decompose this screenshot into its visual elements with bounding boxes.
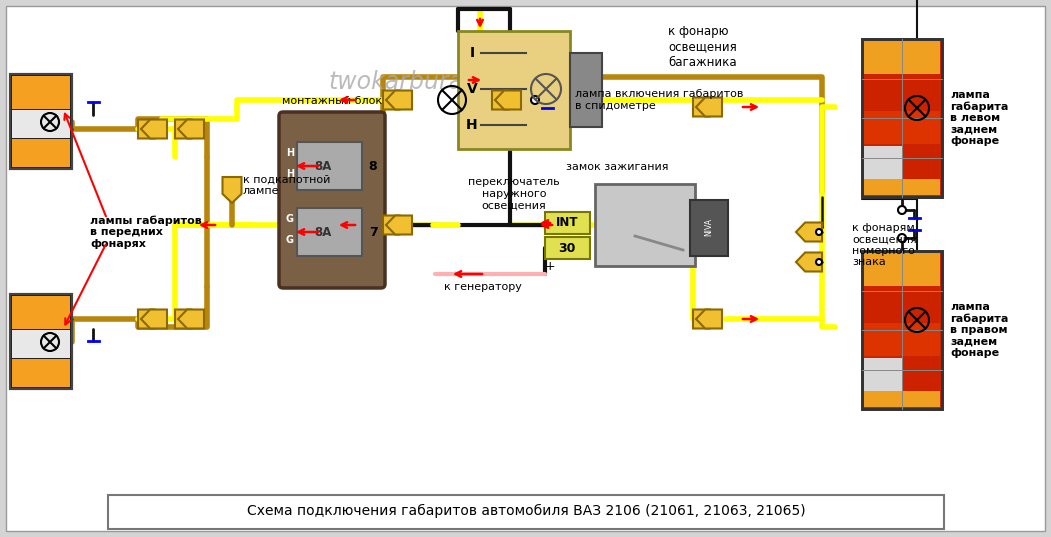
Polygon shape [386, 91, 412, 110]
Polygon shape [223, 177, 242, 203]
Text: V: V [467, 82, 477, 96]
Text: H: H [286, 169, 294, 179]
Text: замок зажигания: замок зажигания [565, 162, 668, 172]
Bar [297, 142, 362, 190]
Text: к генератору: к генератору [445, 282, 522, 292]
Polygon shape [176, 120, 201, 139]
Polygon shape [178, 120, 204, 139]
Text: 7: 7 [369, 226, 377, 238]
Text: H: H [286, 148, 294, 158]
Bar [11, 74, 73, 169]
Polygon shape [141, 120, 167, 139]
Circle shape [531, 96, 539, 104]
Polygon shape [141, 309, 167, 329]
Bar [864, 323, 940, 356]
Bar [864, 253, 940, 286]
Polygon shape [386, 215, 412, 235]
Text: к подкапотной
лампе: к подкапотной лампе [243, 174, 330, 196]
Circle shape [898, 234, 906, 242]
Bar [864, 288, 940, 321]
Bar [862, 39, 942, 197]
Bar [864, 358, 902, 391]
Polygon shape [693, 98, 719, 117]
Text: переключатель
наружного
освещения: переключатель наружного освещения [468, 177, 560, 210]
Bar [691, 200, 728, 256]
Bar [864, 179, 940, 195]
Bar [12, 76, 70, 109]
Text: лампа
габарита
в правом
заднем
фонаре: лампа габарита в правом заднем фонаре [950, 301, 1008, 359]
Bar [864, 76, 940, 109]
FancyBboxPatch shape [279, 112, 385, 288]
Circle shape [898, 206, 906, 214]
Bar [11, 74, 73, 169]
Circle shape [816, 259, 822, 265]
Polygon shape [138, 120, 164, 139]
Text: NIVA: NIVA [704, 218, 714, 236]
Bar [864, 146, 902, 179]
Text: 30: 30 [558, 242, 576, 255]
Bar [11, 294, 73, 389]
Text: 8A: 8A [314, 226, 332, 238]
Bar [12, 139, 70, 167]
Bar [12, 110, 70, 138]
Bar [862, 251, 942, 409]
Bar [458, 31, 570, 149]
Polygon shape [383, 91, 409, 110]
Bar [545, 237, 590, 259]
Polygon shape [492, 91, 518, 110]
Bar [862, 39, 942, 197]
Text: G: G [286, 235, 294, 245]
Text: I: I [470, 46, 475, 60]
Bar [595, 184, 695, 266]
Bar [570, 53, 602, 127]
Circle shape [816, 229, 822, 235]
Bar [862, 251, 942, 409]
Bar [11, 294, 73, 389]
Text: лампы габаритов
в передних
фонарях: лампы габаритов в передних фонарях [90, 215, 202, 249]
Text: к фонарям
освещения
номерного
знака: к фонарям освещения номерного знака [852, 223, 916, 267]
Text: 8: 8 [369, 159, 377, 172]
Text: INT: INT [556, 216, 578, 229]
Text: 8A: 8A [314, 159, 332, 172]
Polygon shape [178, 309, 204, 329]
Bar [12, 296, 70, 329]
Bar [545, 212, 590, 234]
Bar [902, 358, 940, 391]
Bar [12, 359, 70, 387]
Bar [108, 495, 944, 529]
Text: к фонарю
освещения
багажника: к фонарю освещения багажника [668, 25, 737, 69]
Bar [902, 146, 940, 179]
Bar [864, 391, 940, 407]
Bar [864, 41, 940, 74]
Text: лампа включения габаритов
в спидометре: лампа включения габаритов в спидометре [575, 89, 743, 111]
Text: монтажный блок: монтажный блок [282, 96, 383, 106]
Polygon shape [138, 309, 164, 329]
Polygon shape [696, 98, 722, 117]
Polygon shape [693, 309, 719, 329]
Text: Схема подключения габаритов автомобиля ВАЗ 2106 (21061, 21063, 21065): Схема подключения габаритов автомобиля В… [247, 504, 805, 518]
Text: twokarburators.ru: twokarburators.ru [328, 70, 541, 94]
Polygon shape [495, 91, 521, 110]
Bar [12, 330, 70, 358]
Polygon shape [696, 309, 722, 329]
Text: лампа
габарита
в левом
заднем
фонаре: лампа габарита в левом заднем фонаре [950, 90, 1008, 147]
Polygon shape [796, 252, 822, 272]
Bar [864, 111, 940, 144]
Polygon shape [796, 222, 822, 242]
Polygon shape [383, 215, 409, 235]
Text: G: G [286, 214, 294, 224]
Text: H: H [467, 118, 478, 132]
Bar [297, 208, 362, 256]
Polygon shape [176, 309, 201, 329]
Text: +: + [544, 259, 555, 272]
